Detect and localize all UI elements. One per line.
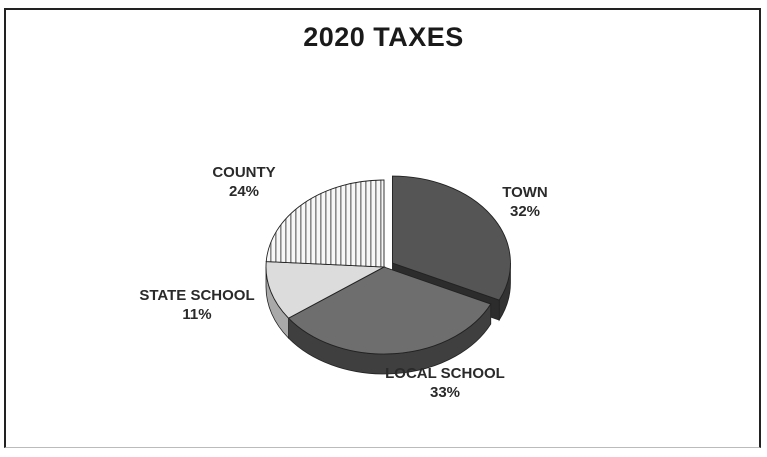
slice-label-local-school: LOCAL SCHOOL <box>385 365 505 382</box>
pie-slice-local-school <box>287 266 492 355</box>
slice-label-state-school: STATE SCHOOL <box>139 287 254 304</box>
slice-value-town: 32% <box>510 203 540 220</box>
pie-slice-state-school <box>265 261 386 319</box>
slice-value-county: 24% <box>229 183 259 200</box>
chart-title: 2020 TAXES <box>303 22 464 52</box>
slice-value-local-school: 33% <box>430 384 460 401</box>
pie-slice-town <box>391 175 511 301</box>
slice-label-town: TOWN <box>502 184 548 201</box>
slice-label-county: COUNTY <box>212 164 275 181</box>
slice-value-state-school: 11% <box>182 306 211 323</box>
pie-slice-county <box>265 179 385 268</box>
